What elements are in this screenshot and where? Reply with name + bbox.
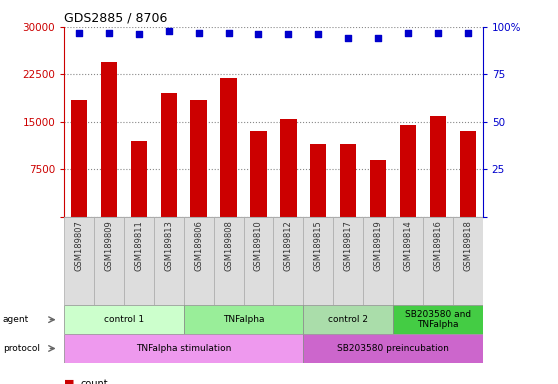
Bar: [64, 305, 184, 334]
Point: [463, 30, 472, 36]
Point: [254, 31, 263, 38]
Point: [194, 30, 203, 36]
Bar: [64, 334, 304, 363]
Point: [374, 35, 383, 41]
Text: SB203580 preincubation: SB203580 preincubation: [337, 344, 449, 353]
Text: GSM189813: GSM189813: [164, 220, 174, 271]
Text: GSM189819: GSM189819: [373, 220, 383, 271]
Text: GSM189816: GSM189816: [434, 220, 442, 271]
Text: SB203580 and
TNFalpha: SB203580 and TNFalpha: [405, 310, 471, 329]
Text: ■: ■: [64, 379, 75, 384]
Point: [224, 30, 233, 36]
Bar: [220, 78, 237, 217]
Bar: [64, 217, 94, 305]
Point: [104, 30, 113, 36]
Bar: [430, 116, 446, 217]
Text: control 1: control 1: [104, 315, 144, 324]
Bar: [190, 100, 207, 217]
Text: TNFalpha: TNFalpha: [223, 315, 264, 324]
Bar: [363, 217, 393, 305]
Text: TNFalpha stimulation: TNFalpha stimulation: [136, 344, 232, 353]
Text: GSM189807: GSM189807: [75, 220, 84, 271]
Bar: [94, 217, 124, 305]
Bar: [333, 217, 363, 305]
Text: GDS2885 / 8706: GDS2885 / 8706: [64, 11, 167, 24]
Bar: [184, 217, 214, 305]
Point: [284, 31, 293, 38]
Bar: [184, 305, 304, 334]
Bar: [131, 141, 147, 217]
Bar: [124, 217, 154, 305]
Text: agent: agent: [3, 315, 29, 324]
Bar: [304, 217, 333, 305]
Bar: [423, 217, 453, 305]
Bar: [71, 100, 88, 217]
Text: GSM189810: GSM189810: [254, 220, 263, 271]
Bar: [459, 131, 476, 217]
Bar: [370, 160, 386, 217]
Bar: [304, 305, 393, 334]
Text: protocol: protocol: [3, 344, 40, 353]
Text: GSM189815: GSM189815: [314, 220, 323, 271]
Text: GSM189812: GSM189812: [284, 220, 293, 271]
Bar: [243, 217, 273, 305]
Text: GSM189808: GSM189808: [224, 220, 233, 271]
Text: count: count: [81, 379, 109, 384]
Point: [434, 30, 442, 36]
Bar: [273, 217, 304, 305]
Bar: [400, 125, 416, 217]
Bar: [310, 144, 326, 217]
Bar: [304, 334, 483, 363]
Bar: [161, 93, 177, 217]
Bar: [250, 131, 267, 217]
Bar: [154, 217, 184, 305]
Bar: [340, 144, 357, 217]
Text: GSM189814: GSM189814: [403, 220, 412, 271]
Point: [314, 31, 323, 38]
Bar: [280, 119, 297, 217]
Text: GSM189818: GSM189818: [463, 220, 472, 271]
Bar: [214, 217, 243, 305]
Point: [403, 30, 412, 36]
Bar: [393, 217, 423, 305]
Point: [75, 30, 84, 36]
Text: GSM189817: GSM189817: [344, 220, 353, 271]
Bar: [393, 305, 483, 334]
Text: control 2: control 2: [328, 315, 368, 324]
Bar: [453, 217, 483, 305]
Point: [344, 35, 353, 41]
Text: GSM189809: GSM189809: [104, 220, 113, 271]
Point: [165, 28, 174, 34]
Text: GSM189806: GSM189806: [194, 220, 203, 271]
Bar: [101, 62, 117, 217]
Point: [134, 31, 143, 38]
Text: GSM189811: GSM189811: [134, 220, 143, 271]
